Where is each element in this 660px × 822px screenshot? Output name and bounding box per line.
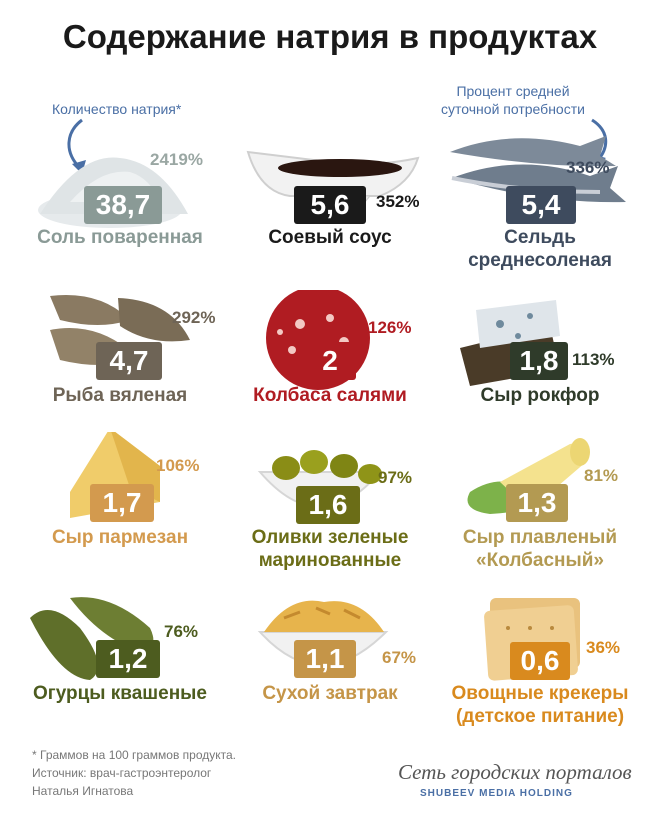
item-soy-sauce: 5,6 352% Соевый соус xyxy=(220,132,440,292)
product-name: Сельдь среднесоленая xyxy=(430,226,650,272)
daily-percent: 113% xyxy=(572,350,615,369)
item-parmesan: 1,7 106% Сыр пармезан xyxy=(10,432,230,592)
daily-percent: 67% xyxy=(382,648,417,667)
brand-holding-text: SHUBEEV MEDIA HOLDING xyxy=(420,788,573,799)
product-name-line2: маринованные xyxy=(258,550,402,571)
product-name-line1: Оливки зеленые xyxy=(251,527,409,548)
daily-percent: 292% xyxy=(172,308,216,327)
daily-percent: 336% xyxy=(566,158,610,177)
daily-percent: 106% xyxy=(156,456,200,475)
daily-percent: 36% xyxy=(586,638,621,657)
sodium-value-badge: 1,8 xyxy=(510,342,568,380)
sodium-value-badge: 1,7 xyxy=(90,484,154,522)
pickles-icon xyxy=(30,597,154,680)
sodium-value-badge: 5,6 xyxy=(294,186,366,224)
daily-percent: 97% xyxy=(378,468,413,487)
page-title: Содержание натрия в продуктах xyxy=(62,18,598,55)
daily-percent-note-line1: Процент средней xyxy=(456,83,570,99)
product-name: Рыба вяленая xyxy=(52,385,188,406)
product-name: Соевый соус xyxy=(268,227,392,248)
sodium-value-badge: 38,7 xyxy=(84,186,162,224)
product-name: Оливки зеленые маринованные xyxy=(220,526,440,572)
daily-percent: 76% xyxy=(164,622,199,641)
daily-percent-note: Процент средней суточной потребности xyxy=(428,82,598,118)
product-name-line2: среднесоленая xyxy=(468,250,612,271)
sodium-value-badge: 1,1 xyxy=(294,640,356,678)
footnote: * Граммов на 100 граммов продукта. Источ… xyxy=(32,746,332,800)
item-processed-cheese: 1,3 81% Сыр плавленый «Колбасный» xyxy=(430,432,650,592)
sodium-value-badge: 0,6 xyxy=(510,642,570,680)
item-cereal: 1,1 67% Сухой завтрак xyxy=(220,588,440,748)
item-pickles: 1,2 76% Огурцы квашеные xyxy=(10,588,230,748)
item-salami: 2 126% Колбаса салями xyxy=(220,290,440,450)
sodium-value-badge: 5,4 xyxy=(506,186,576,224)
product-name: Сыр пармезан xyxy=(51,527,189,548)
product-name-line2: (детское питание) xyxy=(455,706,625,727)
footnote-line3: Наталья Игнатова xyxy=(32,784,134,798)
product-name-line1: Сельдь xyxy=(504,227,576,248)
item-herring: 5,4 336% Сельдь среднесоленая xyxy=(430,132,650,292)
daily-percent: 352% xyxy=(376,192,420,211)
product-name: Огурцы квашеные xyxy=(33,683,207,704)
sodium-value-badge: 2 xyxy=(304,342,356,380)
product-name-line2: «Колбасный» xyxy=(476,550,604,571)
daily-percent: 81% xyxy=(584,466,619,485)
footnote-line1: * Граммов на 100 граммов продукта. xyxy=(32,748,236,762)
item-salt: 38,7 2419% Соль поваренная xyxy=(10,132,230,292)
daily-percent: 2419% xyxy=(150,150,203,169)
product-name-line1: Сыр плавленый xyxy=(462,527,618,548)
sodium-value-badge: 1,3 xyxy=(506,484,568,522)
sodium-amount-note: Количество натрия* xyxy=(52,101,182,117)
daily-percent: 126% xyxy=(368,318,412,337)
item-dried-fish: 4,7 292% Рыба вяленая xyxy=(10,290,230,450)
sodium-value-badge: 4,7 xyxy=(96,342,162,380)
product-name: Колбаса салями xyxy=(253,385,407,406)
product-name: Овощные крекеры (детское питание) xyxy=(430,682,650,728)
product-name: Соль поваренная xyxy=(37,227,203,248)
item-roquefort: 1,8 113% Сыр рокфор xyxy=(430,290,650,450)
product-name-line1: Овощные крекеры xyxy=(451,683,629,704)
item-olives: 1,6 97% Оливки зеленые маринованные xyxy=(220,432,440,592)
product-name: Сухой завтрак xyxy=(262,683,398,704)
product-name: Сыр рокфор xyxy=(480,385,600,406)
item-crackers: 0,6 36% Овощные крекеры (детское питание… xyxy=(430,588,650,748)
brand-logo-text: Сеть городских порталов xyxy=(398,760,632,784)
daily-percent-note-line2: суточной потребности xyxy=(441,101,585,117)
footnote-line2: Источник: врач-гастроэнтеролог xyxy=(32,766,212,780)
sodium-value-badge: 1,2 xyxy=(96,640,160,678)
sodium-value-badge: 1,6 xyxy=(296,486,360,524)
product-name: Сыр плавленый «Колбасный» xyxy=(430,526,650,572)
